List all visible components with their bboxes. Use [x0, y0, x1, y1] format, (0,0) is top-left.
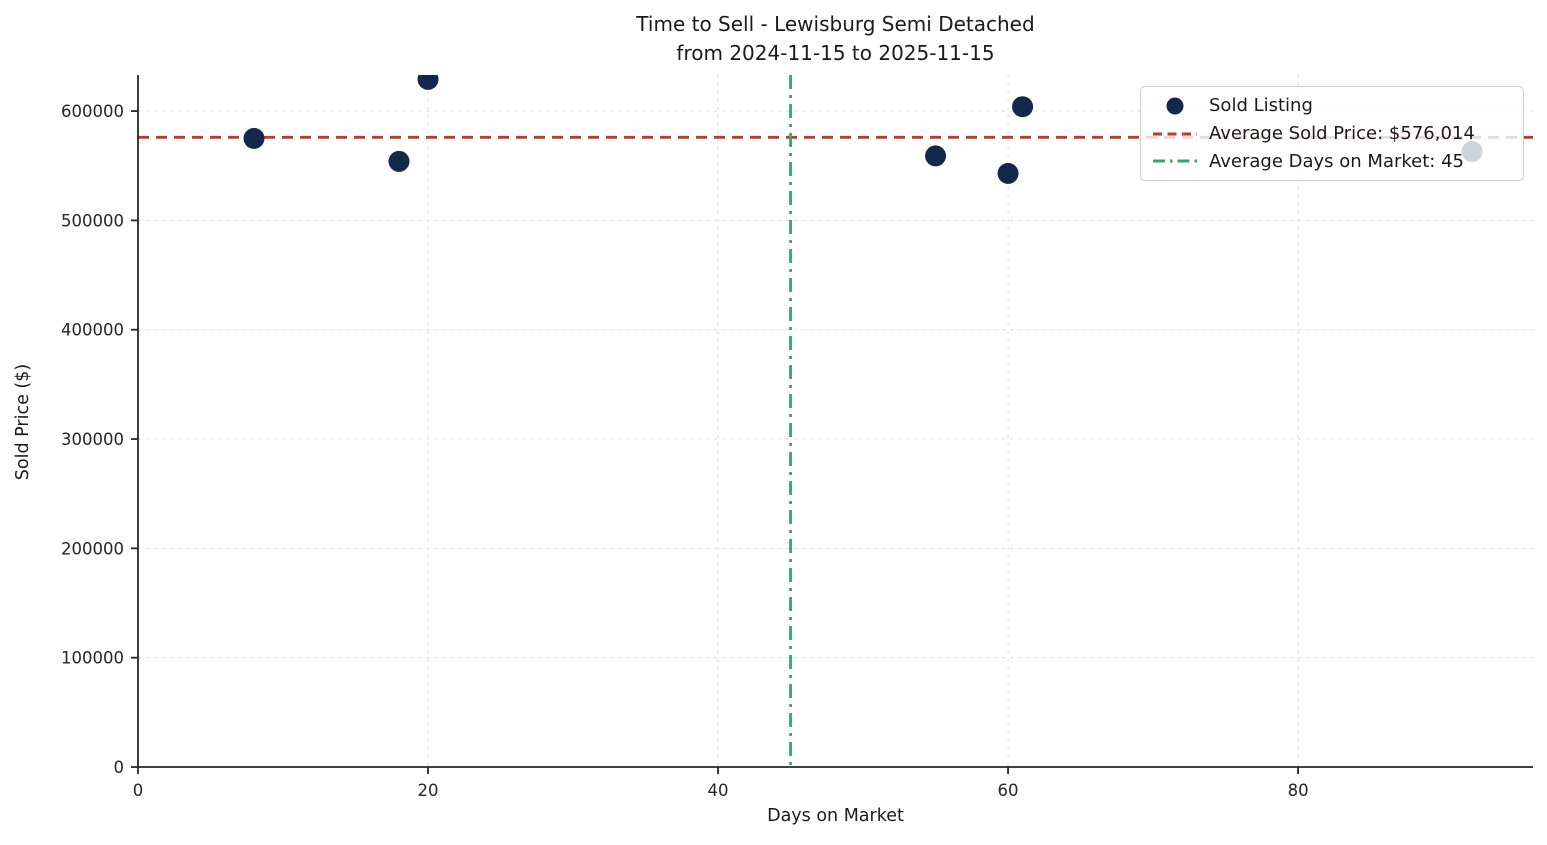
sold-listing-point	[417, 75, 439, 90]
chart-title-block: Time to Sell - Lewisburg Semi Detached f…	[138, 10, 1533, 68]
x-tick-label: 80	[1288, 781, 1309, 800]
sold-listing-point	[997, 162, 1019, 184]
y-axis-label: Sold Price ($)	[13, 363, 33, 481]
y-tick-label: 100000	[61, 649, 124, 668]
dashed-line-icon	[1149, 124, 1201, 144]
chart-subtitle: from 2024-11-15 to 2025-11-15	[676, 41, 995, 65]
x-tick-label: 20	[418, 781, 439, 800]
x-tick-label: 40	[708, 781, 729, 800]
legend-item-average-days-on-market: Average Days on Market: 45	[1149, 147, 1513, 175]
y-tick-label: 200000	[61, 539, 124, 558]
sold-listing-point	[925, 145, 947, 167]
legend-label: Sold Listing	[1209, 95, 1313, 117]
y-tick-label: 500000	[61, 211, 124, 230]
y-tick-label: 300000	[61, 430, 124, 449]
sold-listing-marker-icon	[1149, 96, 1201, 116]
x-tick-label: 60	[998, 781, 1019, 800]
sold-listing-point	[243, 127, 265, 149]
sold-listing-point	[1012, 96, 1034, 118]
legend-box: Sold Listing Average Sold Price: $576,01…	[1140, 86, 1524, 181]
dashdot-line-icon	[1149, 151, 1201, 171]
x-axis-label: Days on Market	[767, 806, 904, 826]
sold-listing-point	[388, 150, 410, 172]
y-tick-label: 0	[114, 758, 125, 777]
legend-label: Average Sold Price: $576,014	[1209, 123, 1475, 144]
legend-item-average-sold-price: Average Sold Price: $576,014	[1149, 120, 1513, 148]
chart-title: Time to Sell - Lewisburg Semi Detached	[636, 12, 1035, 36]
x-tick-label: 0	[133, 781, 144, 800]
y-tick-label: 400000	[61, 321, 124, 340]
y-tick-label: 600000	[61, 102, 124, 121]
legend-label: Average Days on Market: 45	[1209, 150, 1464, 172]
legend-item-sold-listing: Sold Listing	[1149, 92, 1513, 120]
